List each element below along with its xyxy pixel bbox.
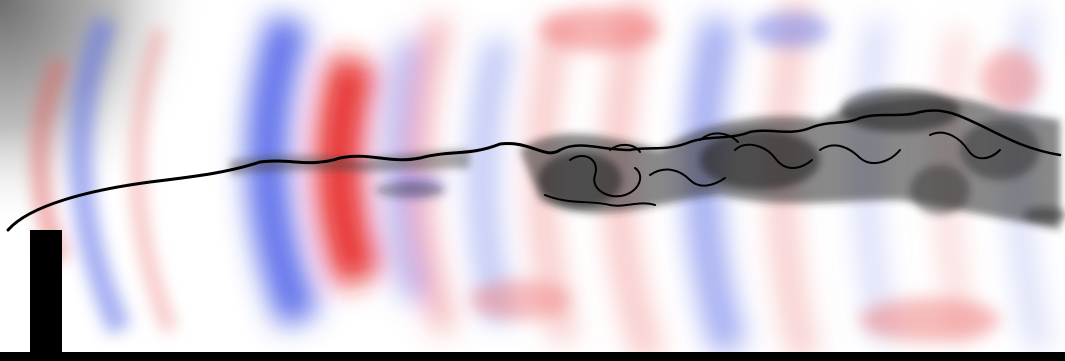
shear-layer-contour bbox=[6, 109, 1062, 232]
floor-wall bbox=[0, 352, 1065, 361]
turbulent-shear-layer bbox=[230, 88, 1065, 230]
step-obstacle bbox=[30, 230, 62, 355]
